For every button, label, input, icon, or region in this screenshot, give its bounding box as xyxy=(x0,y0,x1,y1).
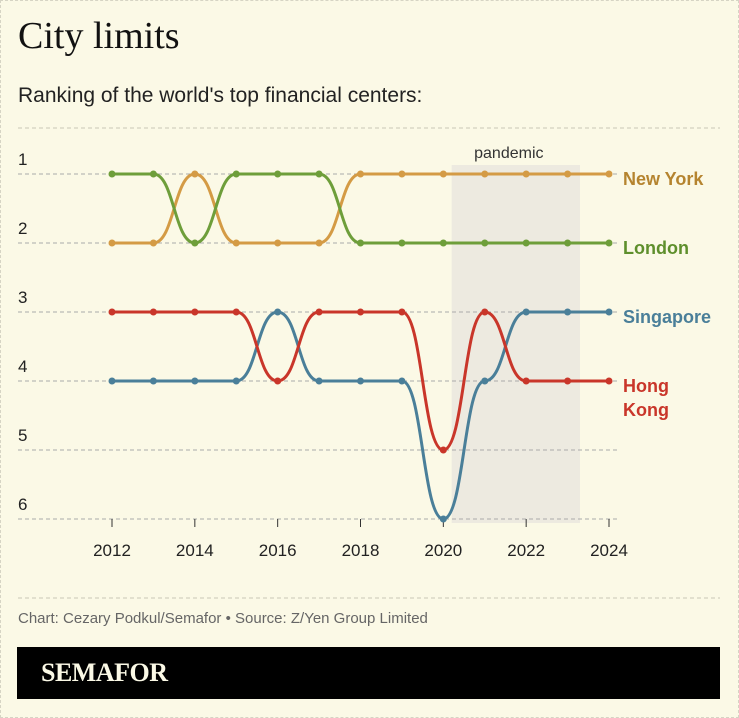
x-tick-label: 2020 xyxy=(424,541,462,560)
y-tick-label: 3 xyxy=(18,288,27,307)
data-point xyxy=(274,239,282,247)
y-tick-label: 4 xyxy=(18,357,27,376)
x-tick-label: 2018 xyxy=(342,541,380,560)
series-line xyxy=(112,310,609,521)
data-point xyxy=(315,239,323,247)
data-point xyxy=(232,239,240,247)
data-point xyxy=(398,308,406,316)
data-point xyxy=(439,446,447,454)
y-tick-label: 6 xyxy=(18,495,27,514)
y-tick-label: 2 xyxy=(18,219,27,238)
chart-title: City limits xyxy=(18,15,180,57)
data-point xyxy=(564,170,572,178)
series-label: Kong xyxy=(623,400,669,420)
data-point xyxy=(108,377,116,385)
y-tick-label: 5 xyxy=(18,426,27,445)
data-point xyxy=(191,377,199,385)
series-new-york: New York xyxy=(108,169,704,247)
y-tick-label: 1 xyxy=(18,150,27,169)
data-point xyxy=(191,239,199,247)
data-point xyxy=(605,170,613,178)
source-note: Chart: Cezary Podkul/Semafor • Source: Z… xyxy=(18,610,428,627)
data-point xyxy=(564,308,572,316)
data-point xyxy=(522,170,530,178)
data-point xyxy=(605,239,613,247)
pandemic-band xyxy=(451,165,581,523)
data-point xyxy=(191,308,199,316)
data-point xyxy=(232,308,240,316)
data-point xyxy=(149,170,157,178)
data-point xyxy=(315,308,323,316)
series-label: Hong xyxy=(623,376,669,396)
x-tick-label: 2012 xyxy=(93,541,131,560)
series-singapore: Singapore xyxy=(108,307,711,523)
data-point xyxy=(481,377,489,385)
data-point xyxy=(108,170,116,178)
series-label: Singapore xyxy=(623,307,711,327)
bump-chart: pandemic 1 2 3 4 5 6 2012 2014 2016 2018 2020 2022 20… xyxy=(18,127,720,599)
x-tick-label: 2024 xyxy=(590,541,628,560)
x-tick-label: 2022 xyxy=(507,541,545,560)
data-point xyxy=(274,377,282,385)
data-point xyxy=(274,308,282,316)
chart-subtitle: Ranking of the world's top financial cen… xyxy=(18,84,423,107)
data-point xyxy=(232,170,240,178)
data-point xyxy=(398,377,406,385)
data-point xyxy=(398,170,406,178)
data-point xyxy=(481,239,489,247)
semafor-logo: SEMAFOR xyxy=(41,658,168,687)
data-point xyxy=(357,239,364,247)
data-point xyxy=(439,170,447,178)
data-point xyxy=(149,377,157,385)
data-point xyxy=(481,170,489,178)
data-point xyxy=(149,308,157,316)
data-point xyxy=(439,515,447,523)
data-point xyxy=(315,170,323,178)
data-point xyxy=(439,239,447,247)
data-point xyxy=(522,377,530,385)
data-point xyxy=(605,308,613,316)
data-point xyxy=(564,377,572,385)
data-point xyxy=(108,239,116,247)
brand-bar: SEMAFOR xyxy=(17,647,720,699)
data-point xyxy=(315,377,323,385)
data-point xyxy=(357,377,364,385)
data-point xyxy=(564,239,572,247)
data-point xyxy=(357,308,364,316)
x-tick-label: 2016 xyxy=(259,541,297,560)
data-point xyxy=(398,239,406,247)
x-tick-label: 2014 xyxy=(176,541,214,560)
series-hong-kong: Hong Kong xyxy=(108,308,669,454)
data-point xyxy=(149,239,157,247)
pandemic-label: pandemic xyxy=(474,145,543,162)
data-point xyxy=(605,377,613,385)
data-point xyxy=(522,239,530,247)
data-point xyxy=(357,170,364,178)
data-point xyxy=(274,170,282,178)
series-london: London xyxy=(108,170,689,258)
series-line xyxy=(111,310,609,452)
data-point xyxy=(108,308,116,316)
series-label: London xyxy=(623,238,689,258)
data-point xyxy=(191,170,199,178)
data-point xyxy=(232,377,240,385)
data-point xyxy=(481,308,489,316)
data-point xyxy=(522,308,530,316)
series-label: New York xyxy=(623,169,704,189)
